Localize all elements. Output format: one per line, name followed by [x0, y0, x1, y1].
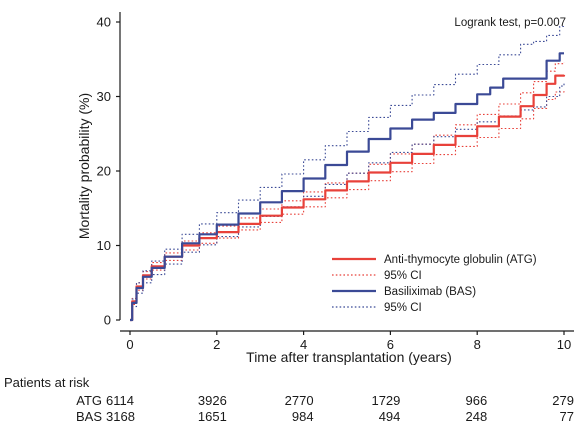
x-tick-label: 10: [557, 337, 571, 352]
legend-label: Basiliximab (BAS): [384, 286, 476, 298]
y-tick-label: 20: [97, 164, 111, 179]
series-line-basiliximab-bas: [130, 52, 564, 322]
risk-count: 6114: [106, 393, 134, 408]
y-tick-label: 0: [104, 313, 111, 328]
risk-count: 279: [552, 393, 574, 408]
plot-lines: [130, 25, 566, 322]
risk-table-title: Patients at risk: [4, 375, 90, 390]
y-tick-label: 10: [97, 238, 111, 253]
ticks: 0 2 4 6 8 10 0 10 20 30 40: [97, 15, 572, 353]
y-tick-label: 40: [97, 15, 111, 30]
x-tick-label: 0: [126, 337, 133, 352]
x-tick-label: 2: [213, 337, 220, 352]
y-axis-title: Mortality probability (%): [76, 93, 92, 239]
risk-count: 1651: [198, 409, 227, 422]
risk-count: 77: [560, 409, 574, 422]
risk-count: 3926: [198, 393, 227, 408]
x-tick-label: 4: [300, 337, 307, 352]
risk-count: 1729: [371, 393, 400, 408]
risk-row-label: BAS: [76, 409, 102, 422]
legend-label: 95% CI: [384, 302, 422, 314]
legend: Anti-thymocyte globulin (ATG) 95% CI Basil…: [332, 254, 537, 314]
logrank-annotation: Logrank test, p=0.007: [454, 17, 566, 29]
x-tick-label: 8: [474, 337, 481, 352]
ci-line-atg: [130, 62, 565, 321]
legend-label: Anti-thymocyte globulin (ATG): [384, 254, 537, 266]
x-axis-title: Time after transplantation (years): [246, 349, 452, 365]
x-tick-label: 6: [387, 337, 394, 352]
risk-count: 248: [465, 409, 487, 422]
ci-line-atg: [130, 91, 565, 321]
legend-label: 95% CI: [384, 270, 422, 282]
risk-count: 984: [292, 409, 314, 422]
axes: [119, 12, 574, 332]
risk-count: 494: [379, 409, 401, 422]
risk-count: 966: [465, 393, 487, 408]
risk-count: 2770: [285, 393, 314, 408]
risk-table: Patients at risk ATG 6114 3926 2770 1729 966 2…: [4, 375, 574, 422]
series-line-anti-thymocyte-globulin-atg: [130, 74, 566, 322]
risk-count: 3168: [106, 409, 135, 422]
y-tick-label: 30: [97, 89, 111, 104]
risk-row-label: ATG: [76, 393, 102, 408]
ci-line-bas: [130, 25, 565, 321]
